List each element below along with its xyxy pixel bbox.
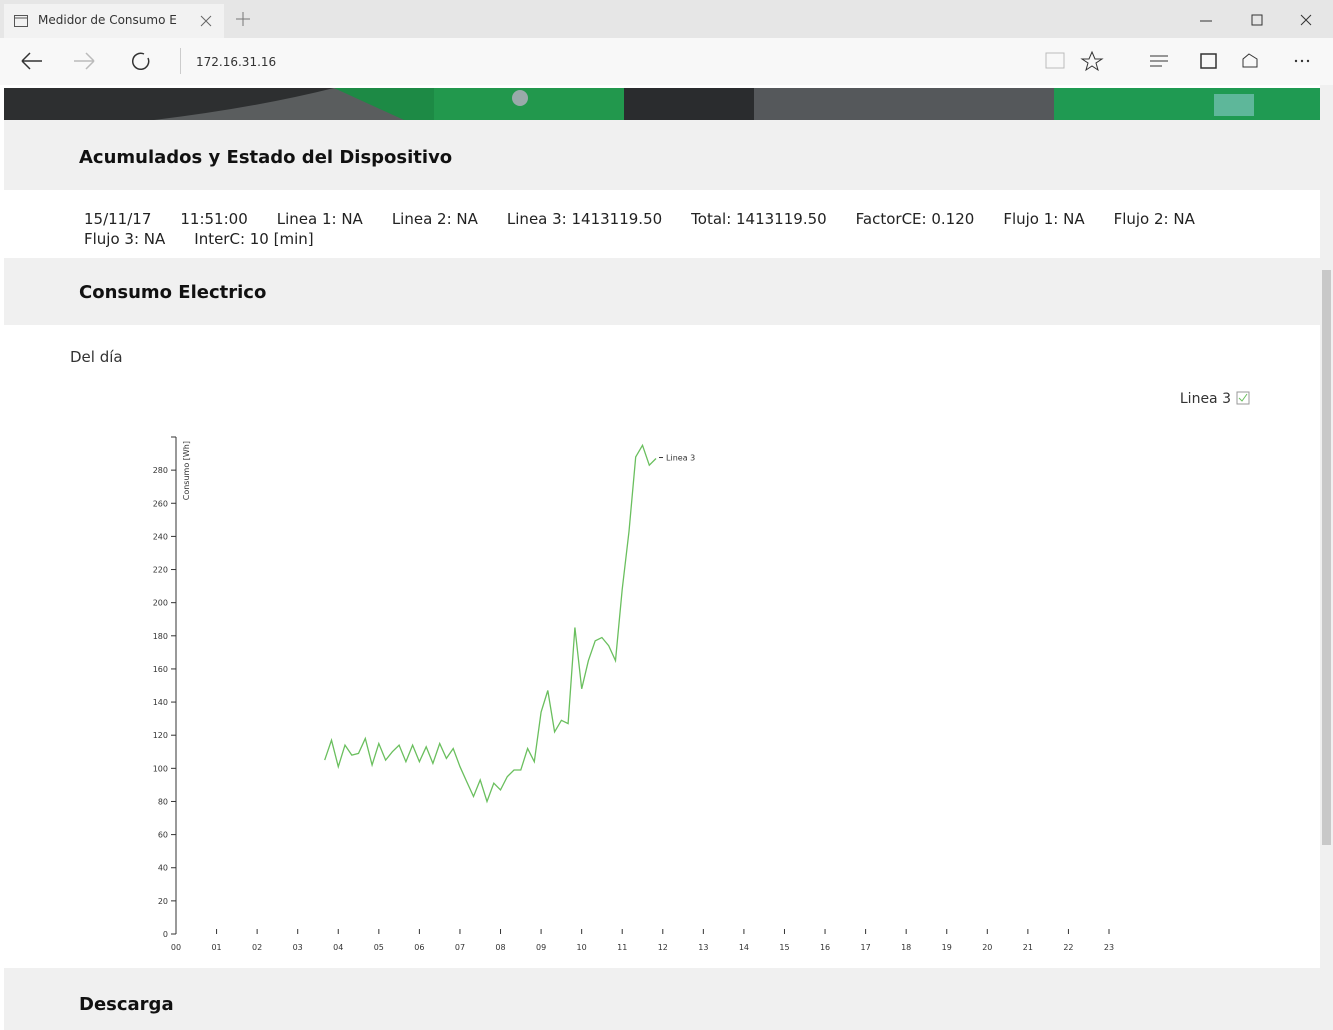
x-tick-label: 08 [495, 943, 505, 952]
section-title: Descarga [79, 994, 174, 1015]
section-header: Descarga [4, 968, 1320, 1030]
legend-checkbox[interactable] [1237, 392, 1249, 404]
section-title: Acumulados y Estado del Dispositivo [79, 147, 452, 168]
x-tick-label: 12 [658, 943, 668, 952]
status-item: Linea 3: 1413119.50 [507, 210, 662, 228]
page: Medidor de Consumo E 172.16.31.16 Acumul… [0, 0, 1333, 1030]
nav-buttons[interactable] [18, 50, 158, 72]
x-tick-label: 01 [211, 943, 221, 952]
legend-label[interactable]: Linea 3 [1180, 391, 1231, 407]
x-tick-label: 23 [1104, 943, 1114, 952]
y-axis-label: Consumo [Wh] [182, 441, 191, 500]
toolbar-icons[interactable] [1044, 50, 1324, 72]
x-tick-label: 20 [982, 943, 992, 952]
x-tick-label: 21 [1023, 943, 1033, 952]
x-tick-label: 13 [698, 943, 708, 952]
x-tick-label: 00 [171, 943, 181, 952]
y-tick-label: 220 [153, 566, 168, 575]
new-tab[interactable] [236, 12, 250, 26]
section-title: Consumo Electrico [79, 282, 266, 303]
x-tick-label: 04 [333, 943, 343, 952]
y-tick-label: 180 [153, 632, 168, 641]
y-tick-label: 160 [153, 665, 168, 674]
address-bar: 172.16.31.16 [0, 38, 1333, 85]
y-tick-label: 140 [153, 698, 168, 707]
banner [4, 88, 1320, 120]
status-item: Linea 2: NA [392, 210, 478, 228]
chart: 0204060801001201401601802002202402602800… [0, 325, 1320, 968]
y-tick-label: 100 [153, 764, 168, 773]
x-tick-label: 15 [779, 943, 789, 952]
x-tick-label: 18 [901, 943, 911, 952]
x-tick-label: 22 [1063, 943, 1073, 952]
y-tick-label: 120 [153, 731, 168, 740]
window-controls[interactable] [1190, 10, 1320, 30]
section-header: Acumulados y Estado del Dispositivo [4, 120, 1320, 190]
status-item: Linea 1: NA [277, 210, 363, 228]
status-item: 11:51:00 [180, 210, 247, 228]
status-line: 15/11/17 11:51:00 Linea 1: NA Linea 2: NA Li… [84, 210, 1244, 248]
x-tick-label: 19 [942, 943, 952, 952]
x-tick-label: 05 [374, 943, 384, 952]
series-label: Linea 3 [666, 454, 695, 463]
x-tick-label: 10 [577, 943, 587, 952]
status-item: FactorCE: 0.120 [856, 210, 975, 228]
status-item: Total: 1413119.50 [691, 210, 827, 228]
y-tick-label: 20 [158, 897, 168, 906]
status-item: Flujo 1: NA [1003, 210, 1084, 228]
x-tick-label: 16 [820, 943, 830, 952]
section-header: Consumo Electrico [4, 258, 1320, 325]
x-tick-label: 02 [252, 943, 262, 952]
tab-icon [14, 15, 28, 27]
status-item: InterC: 10 [min] [194, 230, 313, 248]
x-tick-label: 17 [861, 943, 871, 952]
divider [180, 48, 181, 74]
x-tick-label: 11 [617, 943, 627, 952]
scrollbar-thumb[interactable] [1322, 270, 1331, 845]
data-line [325, 445, 656, 801]
x-tick-label: 06 [414, 943, 424, 952]
url[interactable]: 172.16.31.16 [196, 55, 276, 69]
y-tick-label: 0 [163, 930, 168, 939]
status-item: Flujo 2: NA [1114, 210, 1195, 228]
x-tick-label: 09 [536, 943, 546, 952]
tab-title: Medidor de Consumo E [38, 13, 177, 27]
y-tick-label: 60 [158, 831, 168, 840]
y-tick-label: 40 [158, 864, 168, 873]
tab-bar: Medidor de Consumo E [0, 0, 1333, 38]
x-tick-label: 03 [293, 943, 303, 952]
tab-close[interactable] [200, 15, 212, 27]
y-tick-label: 200 [153, 599, 168, 608]
status-item: Flujo 3: NA [84, 230, 165, 248]
y-tick-label: 80 [158, 797, 168, 806]
x-tick-label: 14 [739, 943, 749, 952]
y-tick-label: 280 [153, 466, 168, 475]
y-tick-label: 240 [153, 532, 168, 541]
scrollbar[interactable] [1320, 85, 1333, 1030]
y-tick-label: 260 [153, 499, 168, 508]
x-tick-label: 07 [455, 943, 465, 952]
status-item: 15/11/17 [84, 210, 151, 228]
tab[interactable]: Medidor de Consumo E [4, 4, 224, 38]
